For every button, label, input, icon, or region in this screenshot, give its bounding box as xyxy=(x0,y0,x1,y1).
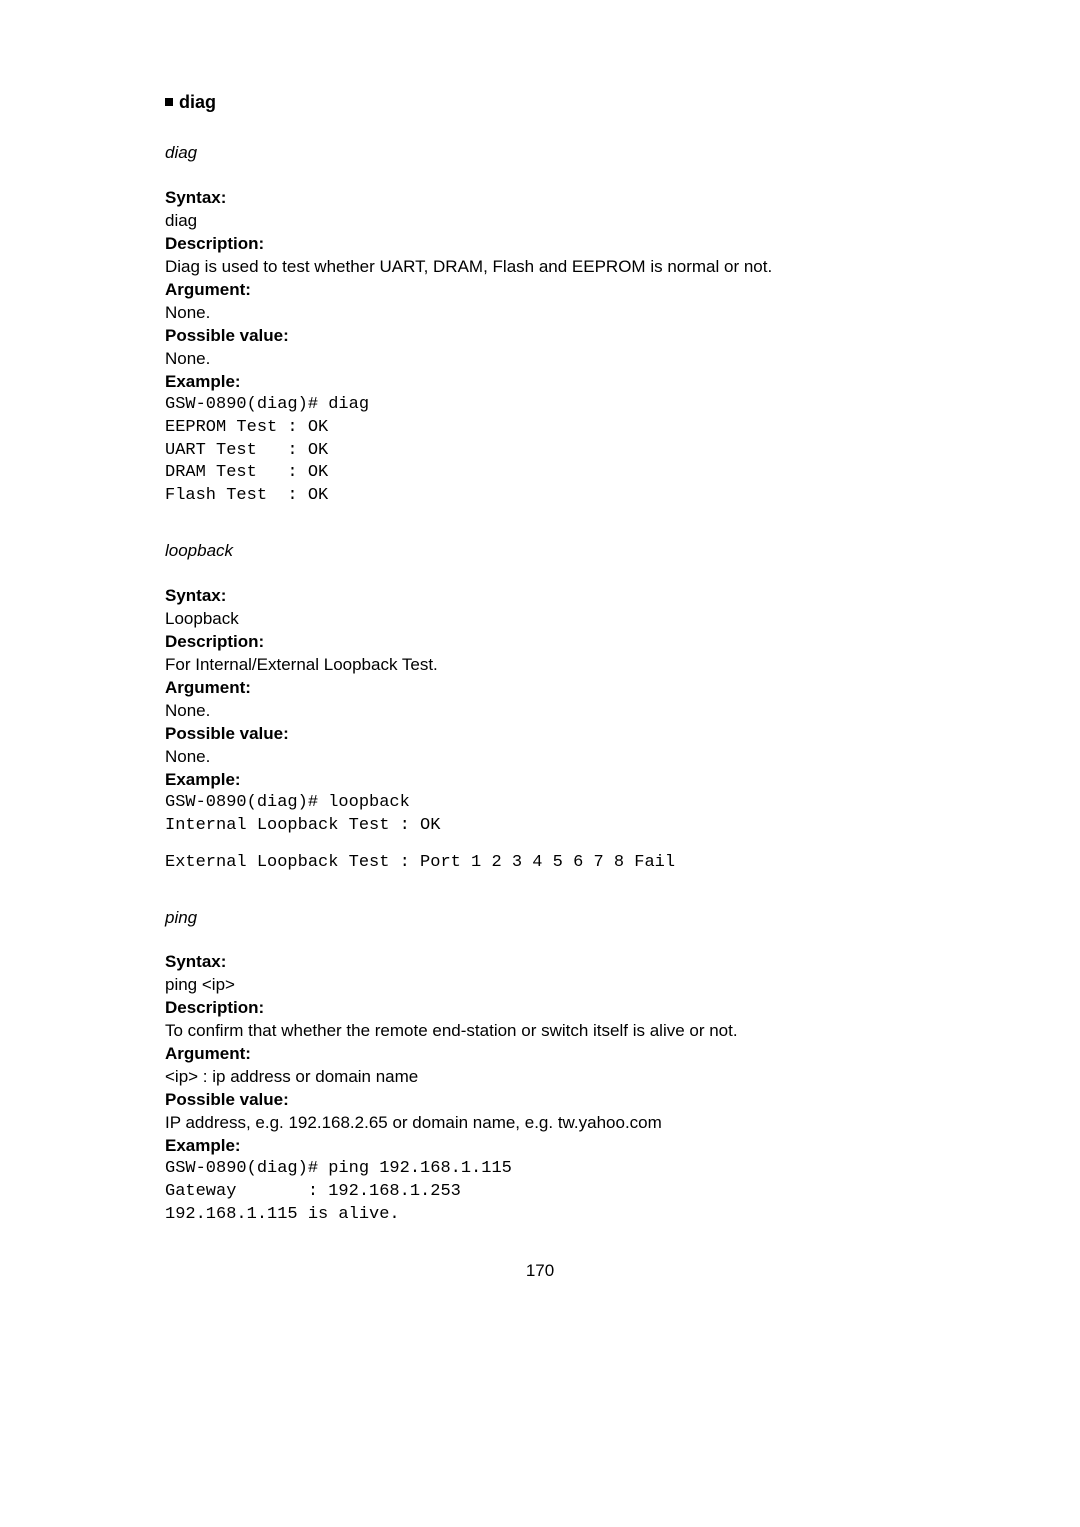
example-label: Example: xyxy=(165,769,915,792)
example-line: 192.168.1.115 is alive. xyxy=(165,1204,915,1227)
possible-text: None. xyxy=(165,348,915,371)
example-line: Flash Test : OK xyxy=(165,485,915,508)
possible-label: Possible value: xyxy=(165,723,915,746)
example-line: DRAM Test : OK xyxy=(165,462,915,485)
syntax-label: Syntax: xyxy=(165,187,915,210)
command-diag: diag Syntax: diag Description: Diag is u… xyxy=(165,142,915,508)
section-title-text: diag xyxy=(179,92,216,112)
description-label: Description: xyxy=(165,631,915,654)
section-title: diag xyxy=(165,90,915,114)
example-line: Gateway : 192.168.1.253 xyxy=(165,1181,915,1204)
example-line: GSW-0890(diag)# diag xyxy=(165,394,915,417)
syntax-text: ping <ip> xyxy=(165,974,915,997)
example-line: GSW-0890(diag)# loopback xyxy=(165,792,915,815)
example-line: GSW-0890(diag)# ping 192.168.1.115 xyxy=(165,1158,915,1181)
argument-text: <ip> : ip address or domain name xyxy=(165,1066,915,1089)
possible-label: Possible value: xyxy=(165,325,915,348)
argument-text: None. xyxy=(165,302,915,325)
example-label: Example: xyxy=(165,1135,915,1158)
argument-label: Argument: xyxy=(165,1043,915,1066)
description-text: Diag is used to test whether UART, DRAM,… xyxy=(165,256,915,279)
possible-label: Possible value: xyxy=(165,1089,915,1112)
syntax-label: Syntax: xyxy=(165,585,915,608)
example-label: Example: xyxy=(165,371,915,394)
command-ping: ping Syntax: ping <ip> Description: To c… xyxy=(165,907,915,1227)
description-label: Description: xyxy=(165,997,915,1020)
description-text: For Internal/External Loopback Test. xyxy=(165,654,915,677)
example-line: Internal Loopback Test : OK xyxy=(165,815,915,838)
possible-text: IP address, e.g. 192.168.2.65 or domain … xyxy=(165,1112,915,1135)
example-line: EEPROM Test : OK xyxy=(165,417,915,440)
argument-text: None. xyxy=(165,700,915,723)
example-line: UART Test : OK xyxy=(165,440,915,463)
syntax-text: Loopback xyxy=(165,608,915,631)
command-name: loopback xyxy=(165,540,915,563)
syntax-text: diag xyxy=(165,210,915,233)
bullet-icon xyxy=(165,98,173,106)
spacer xyxy=(165,838,915,852)
command-loopback: loopback Syntax: Loopback Description: F… xyxy=(165,540,915,874)
example-line: External Loopback Test : Port 1 2 3 4 5 … xyxy=(165,852,915,875)
page-number: 170 xyxy=(165,1261,915,1281)
description-label: Description: xyxy=(165,233,915,256)
syntax-label: Syntax: xyxy=(165,951,915,974)
possible-text: None. xyxy=(165,746,915,769)
description-text: To confirm that whether the remote end-s… xyxy=(165,1020,915,1043)
argument-label: Argument: xyxy=(165,677,915,700)
argument-label: Argument: xyxy=(165,279,915,302)
command-name: ping xyxy=(165,907,915,930)
page-content: diag diag Syntax: diag Description: Diag… xyxy=(0,0,1080,1321)
command-name: diag xyxy=(165,142,915,165)
